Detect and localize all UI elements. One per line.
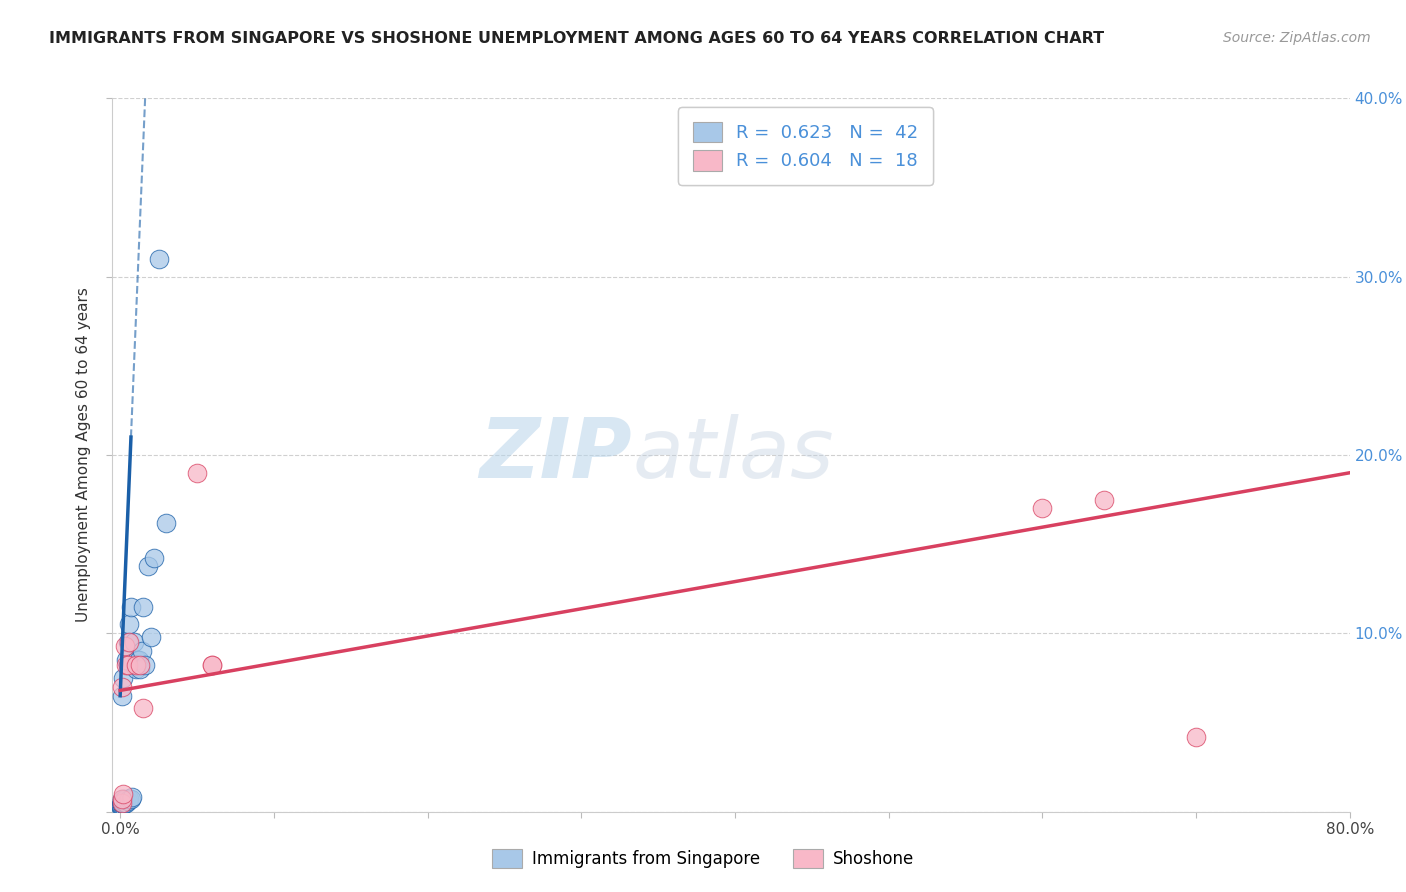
Point [121, 790, 143, 805]
Legend: R =  0.623   N =  42, R =  0.604   N =  18: R = 0.623 N = 42, R = 0.604 N = 18 [678, 107, 932, 185]
Point [111, 689, 134, 703]
Point [115, 658, 138, 673]
Point [115, 796, 138, 810]
Point [148, 252, 170, 266]
Y-axis label: Unemployment Among Ages 60 to 64 years: Unemployment Among Ages 60 to 64 years [76, 287, 91, 623]
Point [111, 796, 134, 810]
Point [120, 792, 142, 806]
Point [111, 794, 134, 808]
Point [124, 658, 146, 673]
Point [132, 599, 155, 614]
Point [112, 671, 135, 685]
Point [1031, 501, 1053, 516]
Point [1185, 730, 1208, 744]
Point [129, 662, 152, 676]
Point [131, 644, 153, 658]
Point [112, 787, 135, 801]
Point [136, 558, 159, 573]
Point [110, 801, 132, 815]
Point [134, 658, 156, 673]
Point [139, 630, 162, 644]
Point [201, 658, 224, 673]
Point [186, 466, 208, 480]
Point [1092, 492, 1115, 507]
Point [117, 794, 139, 808]
Point [112, 796, 135, 810]
Point [110, 797, 132, 812]
Point [114, 796, 136, 810]
Point [118, 792, 141, 806]
Point [111, 796, 134, 810]
Point [112, 794, 135, 808]
Point [120, 599, 142, 614]
Text: IMMIGRANTS FROM SINGAPORE VS SHOSHONE UNEMPLOYMENT AMONG AGES 60 TO 64 YEARS COR: IMMIGRANTS FROM SINGAPORE VS SHOSHONE UN… [49, 31, 1104, 46]
Point [111, 792, 134, 806]
Point [111, 794, 134, 808]
Point [114, 792, 136, 806]
Point [111, 796, 134, 810]
Point [124, 662, 146, 676]
Point [125, 653, 148, 667]
Point [115, 653, 138, 667]
Point [110, 799, 132, 814]
Point [122, 635, 145, 649]
Legend: Immigrants from Singapore, Shoshone: Immigrants from Singapore, Shoshone [485, 843, 921, 875]
Point [201, 658, 224, 673]
Point [111, 796, 134, 810]
Text: ZIP: ZIP [479, 415, 633, 495]
Point [118, 617, 141, 632]
Text: atlas: atlas [633, 415, 834, 495]
Point [117, 658, 139, 673]
Point [143, 551, 166, 566]
Point [111, 796, 134, 810]
Point [111, 796, 134, 810]
Point [132, 701, 155, 715]
Point [111, 796, 134, 810]
Point [155, 516, 177, 530]
Point [117, 635, 139, 649]
Point [111, 792, 134, 806]
Text: Source: ZipAtlas.com: Source: ZipAtlas.com [1223, 31, 1371, 45]
Point [110, 799, 132, 814]
Point [118, 635, 141, 649]
Point [129, 658, 152, 673]
Point [110, 797, 132, 812]
Point [128, 653, 150, 667]
Point [111, 680, 134, 694]
Point [114, 639, 136, 653]
